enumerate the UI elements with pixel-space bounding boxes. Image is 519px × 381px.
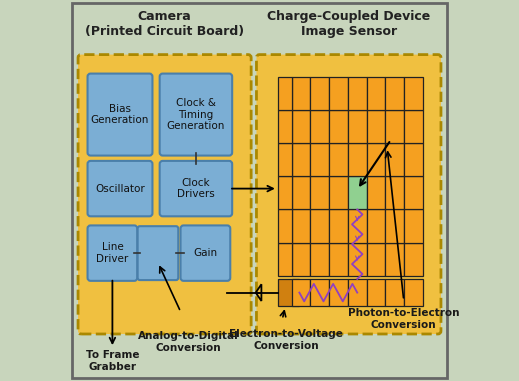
FancyBboxPatch shape <box>88 74 153 155</box>
Text: Oscillator: Oscillator <box>95 184 145 194</box>
Text: Clock &
Timing
Generation: Clock & Timing Generation <box>167 98 225 131</box>
Bar <box>310 243 329 276</box>
Bar <box>278 110 292 143</box>
Bar <box>278 279 299 306</box>
FancyBboxPatch shape <box>78 54 251 334</box>
Bar <box>310 77 329 110</box>
Bar <box>292 110 310 143</box>
Bar <box>385 143 404 176</box>
Bar <box>385 110 404 143</box>
Bar <box>348 210 366 243</box>
Text: Photon-to-Electron
Conversion: Photon-to-Electron Conversion <box>348 308 459 330</box>
Bar <box>329 176 348 210</box>
Bar <box>366 110 385 143</box>
FancyBboxPatch shape <box>256 54 441 334</box>
FancyBboxPatch shape <box>160 161 232 216</box>
FancyBboxPatch shape <box>88 161 153 216</box>
Text: Gain: Gain <box>194 248 217 258</box>
Bar <box>329 110 348 143</box>
Bar <box>404 279 423 306</box>
Bar <box>310 210 329 243</box>
Text: Camera
(Printed Circuit Board): Camera (Printed Circuit Board) <box>85 10 244 38</box>
Text: Electron-to-Voltage
Conversion: Electron-to-Voltage Conversion <box>229 329 343 351</box>
Bar <box>292 77 310 110</box>
Bar <box>278 176 292 210</box>
Bar <box>292 243 310 276</box>
Bar <box>366 243 385 276</box>
Text: Analog-to-Digital
Conversion: Analog-to-Digital Conversion <box>138 331 239 352</box>
FancyBboxPatch shape <box>138 226 178 280</box>
Bar <box>404 110 423 143</box>
Bar <box>292 210 310 243</box>
Text: Line
Driver: Line Driver <box>97 242 129 264</box>
Text: Bias
Generation: Bias Generation <box>91 104 149 125</box>
Bar <box>329 77 348 110</box>
Bar <box>292 143 310 176</box>
Bar <box>348 279 366 306</box>
Bar <box>366 176 385 210</box>
Bar <box>385 243 404 276</box>
Bar <box>366 77 385 110</box>
Bar <box>348 176 366 210</box>
Bar <box>385 77 404 110</box>
Bar <box>329 279 348 306</box>
Bar <box>329 243 348 276</box>
Bar <box>366 210 385 243</box>
Bar <box>292 176 310 210</box>
Bar <box>404 210 423 243</box>
Bar <box>366 279 385 306</box>
Bar <box>329 210 348 243</box>
Bar <box>385 176 404 210</box>
Bar <box>310 110 329 143</box>
Bar <box>310 143 329 176</box>
Bar <box>348 243 366 276</box>
Bar <box>348 110 366 143</box>
Bar <box>404 143 423 176</box>
Bar <box>385 210 404 243</box>
Bar <box>348 77 366 110</box>
Text: Charge-Coupled Device
Image Sensor: Charge-Coupled Device Image Sensor <box>267 10 430 38</box>
FancyBboxPatch shape <box>88 226 137 281</box>
Bar <box>310 176 329 210</box>
FancyBboxPatch shape <box>160 74 232 155</box>
Bar <box>404 176 423 210</box>
FancyBboxPatch shape <box>72 3 447 378</box>
Text: Clock
Drivers: Clock Drivers <box>177 178 215 199</box>
Bar <box>278 210 292 243</box>
Bar <box>278 77 292 110</box>
Bar <box>404 243 423 276</box>
Bar <box>366 143 385 176</box>
Bar <box>404 77 423 110</box>
Bar <box>278 243 292 276</box>
Bar <box>310 279 329 306</box>
Bar <box>348 143 366 176</box>
Bar <box>385 279 404 306</box>
FancyBboxPatch shape <box>181 226 230 281</box>
Bar <box>329 143 348 176</box>
Bar <box>292 279 310 306</box>
Text: To Frame
Grabber: To Frame Grabber <box>86 350 139 371</box>
Bar <box>278 143 292 176</box>
